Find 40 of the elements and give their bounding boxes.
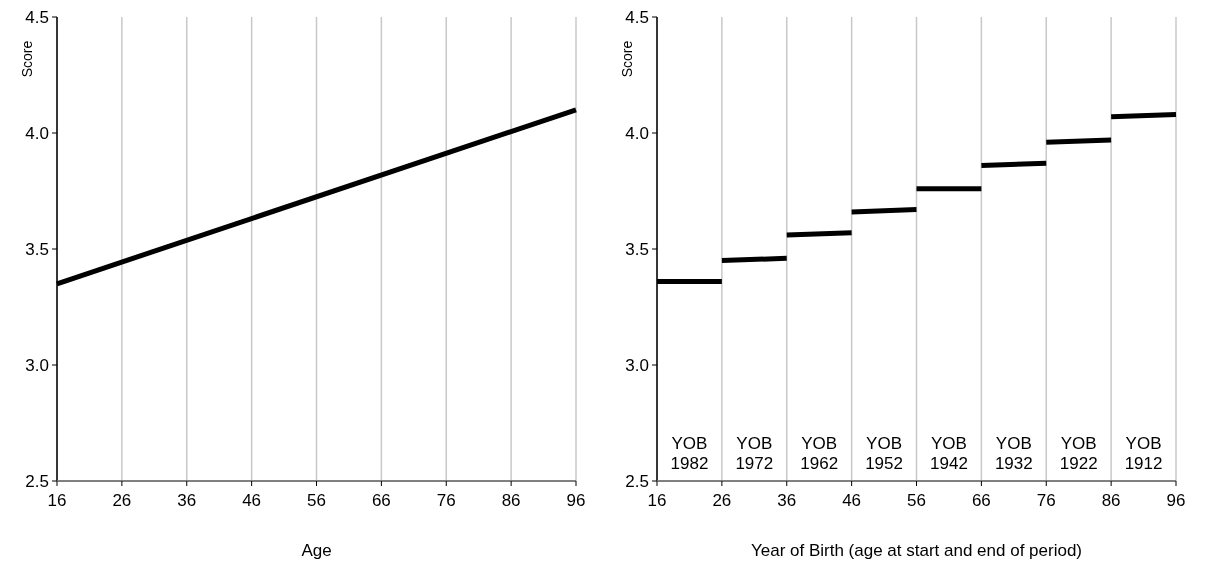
annotation: YOB 1962	[800, 434, 839, 473]
y-tick-label: 2.5	[625, 471, 649, 491]
y-tick-label: 4.5	[25, 7, 49, 27]
x-tick-label: 96	[566, 491, 586, 510]
y-tick-label: 3.5	[625, 239, 649, 259]
annotation: YOB 1972	[735, 434, 774, 473]
y-tick-label: 3.5	[25, 239, 49, 259]
x-tick-label: 46	[242, 491, 262, 510]
annotation: YOB 1912	[1124, 434, 1163, 473]
x-tick-label: 16	[47, 491, 67, 510]
annotation: YOB 1952	[865, 434, 903, 473]
y-tick-label: 3.0	[625, 355, 649, 375]
annotation: YOB 1942	[930, 434, 968, 473]
annotation: YOB 1932	[994, 434, 1033, 473]
y-tick-label: 3.0	[25, 355, 49, 375]
x-tick-label: 56	[907, 491, 926, 510]
x-axis-title: Age	[301, 541, 332, 560]
y-tick-label: 4.0	[25, 123, 49, 143]
y-tick-label: 4.0	[625, 123, 649, 143]
x-tick-label: 76	[1036, 491, 1056, 510]
x-tick-label: 66	[371, 491, 391, 510]
y-tick-label: 2.5	[25, 471, 49, 491]
x-tick-label: 46	[842, 491, 862, 510]
x-tick-label: 16	[647, 491, 667, 510]
x-tick-label: 66	[971, 491, 991, 510]
x-tick-label: 26	[712, 491, 732, 510]
x-tick-label: 76	[436, 491, 456, 510]
x-tick-label: 56	[307, 491, 326, 510]
y-axis-title: Score	[19, 40, 35, 78]
x-tick-label: 36	[177, 491, 197, 510]
x-tick-label: 86	[501, 491, 521, 510]
annotation: YOB 1982	[670, 434, 709, 473]
x-tick-label: 36	[777, 491, 797, 510]
y-axis-title: Score	[619, 40, 635, 78]
annotation: YOB 1922	[1059, 434, 1098, 473]
x-tick-label: 86	[1101, 491, 1121, 510]
x-tick-label: 26	[112, 491, 132, 510]
x-tick-label: 96	[1166, 491, 1186, 510]
x-axis-title: Year of Birth (age at start and end of period)	[750, 541, 1083, 560]
y-tick-label: 4.5	[625, 7, 649, 27]
